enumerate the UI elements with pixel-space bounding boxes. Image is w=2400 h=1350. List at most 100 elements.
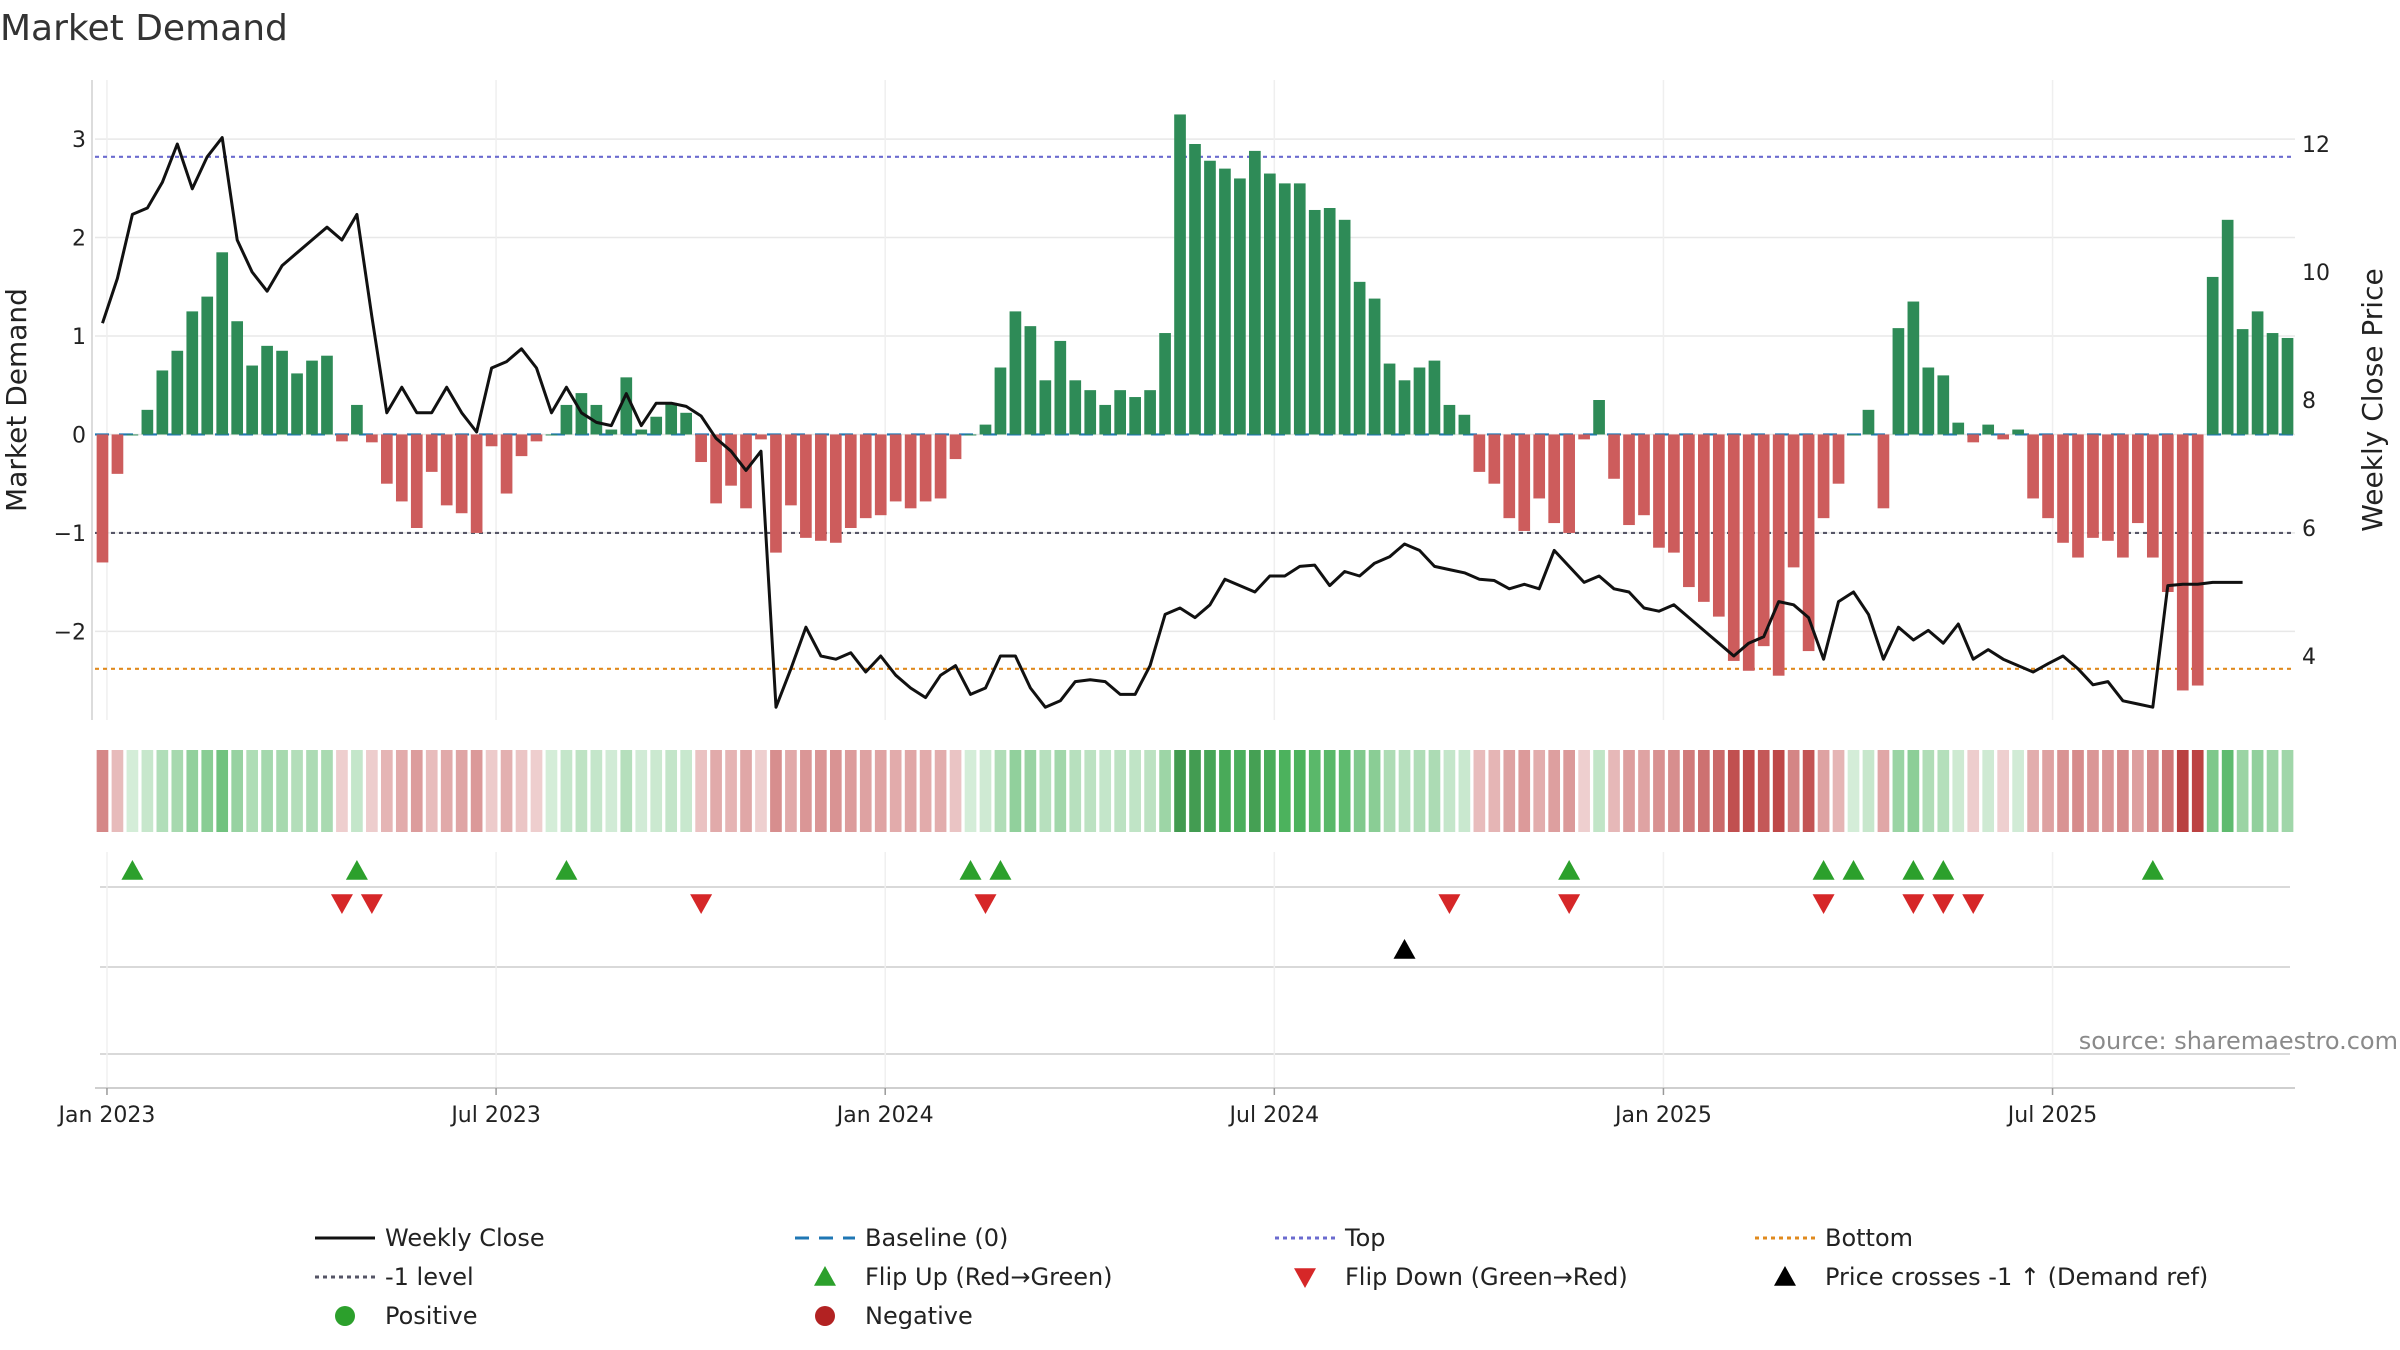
- demand-strip-cell: [1892, 750, 1905, 832]
- demand-bar: [1249, 150, 1261, 435]
- demand-strip-cell: [1877, 750, 1890, 832]
- demand-bar: [1608, 434, 1620, 479]
- demand-strip-cell: [321, 750, 333, 832]
- demand-strip-cell: [695, 750, 707, 832]
- demand-strip-cell: [410, 750, 423, 832]
- demand-strip-cell: [515, 750, 528, 832]
- demand-strip-cell: [1144, 750, 1156, 832]
- demand-strip-cell: [111, 750, 124, 832]
- demand-strip-cell: [650, 750, 663, 832]
- flip-up-marker: [121, 860, 144, 880]
- demand-strip-cell: [381, 750, 393, 832]
- demand-bar: [815, 434, 827, 541]
- demand-strip-cell: [2072, 750, 2084, 832]
- x-tick-label: Jan 2023: [57, 1103, 156, 1128]
- demand-bar: [1982, 424, 1995, 435]
- x-tick-label: Jan 2025: [1613, 1103, 1712, 1128]
- flip-down-marker: [1902, 894, 1925, 914]
- demand-bar: [1638, 434, 1650, 516]
- demand-strip-cell: [2221, 750, 2234, 832]
- demand-strip-cell: [425, 750, 438, 832]
- demand-strip-cell: [1278, 750, 1291, 832]
- source-credit: source: sharemaestro.com: [2079, 1027, 2398, 1055]
- x-tick-label: Jul 2023: [449, 1103, 541, 1128]
- demand-bar: [859, 434, 872, 519]
- demand-bar: [1683, 434, 1695, 588]
- demand-bar: [1428, 360, 1441, 435]
- demand-bar: [1458, 414, 1471, 435]
- demand-bar: [2266, 333, 2279, 435]
- demand-bar: [1997, 434, 2009, 440]
- demand-strip-cell: [889, 750, 902, 832]
- demand-strip-cell: [2206, 750, 2219, 832]
- demand-bar: [1937, 375, 1950, 435]
- legend-swatch-triangle-up: [814, 1266, 836, 1286]
- demand-strip-cell: [530, 750, 543, 832]
- demand-bar: [1742, 434, 1755, 671]
- demand-bar: [1892, 328, 1905, 435]
- y2-tick-label: 12: [2302, 133, 2330, 158]
- demand-strip-cell: [1308, 750, 1321, 832]
- demand-strip-cell: [1099, 750, 1112, 832]
- demand-bar: [381, 434, 393, 484]
- demand-bar: [2132, 434, 2144, 524]
- demand-strip-cell: [1473, 750, 1486, 832]
- demand-bar: [351, 404, 363, 435]
- demand-bar: [2251, 311, 2264, 435]
- demand-bar: [2117, 434, 2129, 558]
- demand-bars: [96, 114, 2294, 691]
- demand-bar: [1234, 178, 1246, 435]
- demand-strip-cell: [366, 750, 378, 832]
- legend-swatch-dot: [335, 1306, 355, 1326]
- demand-bar: [485, 434, 498, 447]
- demand-strip-cell: [1742, 750, 1755, 832]
- demand-strip-cell: [979, 750, 992, 832]
- demand-strip-cell: [156, 750, 169, 832]
- demand-bar: [1907, 301, 1920, 435]
- demand-bar: [710, 434, 722, 504]
- demand-strip-cell: [351, 750, 363, 832]
- demand-bar: [800, 434, 812, 538]
- demand-strip-cell: [336, 750, 348, 832]
- flip-down-marker: [1558, 894, 1581, 914]
- demand-bar: [470, 434, 483, 533]
- y-tick-label: 0: [72, 423, 86, 448]
- demand-strip-cell: [1668, 750, 1680, 832]
- demand-bar: [1443, 404, 1456, 435]
- demand-bar: [1757, 434, 1770, 647]
- demand-bar: [1488, 434, 1501, 484]
- demand-strip-cell: [1234, 750, 1246, 832]
- demand-bar: [1787, 434, 1800, 568]
- demand-strip-cell: [1937, 750, 1950, 832]
- demand-strip-cell: [1563, 750, 1575, 832]
- demand-strip-cell: [874, 750, 887, 832]
- legend-swatch-dot: [815, 1306, 835, 1326]
- x-tick-label: Jan 2024: [835, 1103, 934, 1128]
- demand-bar: [949, 434, 962, 460]
- demand-bar: [755, 434, 767, 440]
- demand-bar: [1578, 434, 1590, 440]
- demand-bar: [455, 434, 468, 514]
- y-tick-label: 2: [72, 227, 86, 252]
- demand-bar: [1802, 434, 1815, 652]
- demand-strip-cell: [1443, 750, 1456, 832]
- demand-strip-cell: [859, 750, 872, 832]
- demand-strip-cell: [710, 750, 722, 832]
- demand-bar: [291, 373, 303, 435]
- demand-bar: [336, 434, 348, 442]
- demand-bar: [2191, 434, 2204, 686]
- demand-bar: [785, 434, 797, 506]
- demand-bar: [1922, 367, 1935, 435]
- demand-strip-cell: [440, 750, 453, 832]
- demand-strip-cell: [1114, 750, 1127, 832]
- demand-strip-cell: [1189, 750, 1201, 832]
- demand-bar: [530, 434, 543, 442]
- demand-strip-cell: [934, 750, 947, 832]
- demand-strip-cell: [1503, 750, 1516, 832]
- demand-strip-cell: [1428, 750, 1441, 832]
- demand-bar: [1174, 114, 1186, 435]
- demand-bar: [1817, 434, 1830, 519]
- legend-label: Top: [1344, 1224, 1386, 1252]
- demand-bar: [1473, 434, 1486, 472]
